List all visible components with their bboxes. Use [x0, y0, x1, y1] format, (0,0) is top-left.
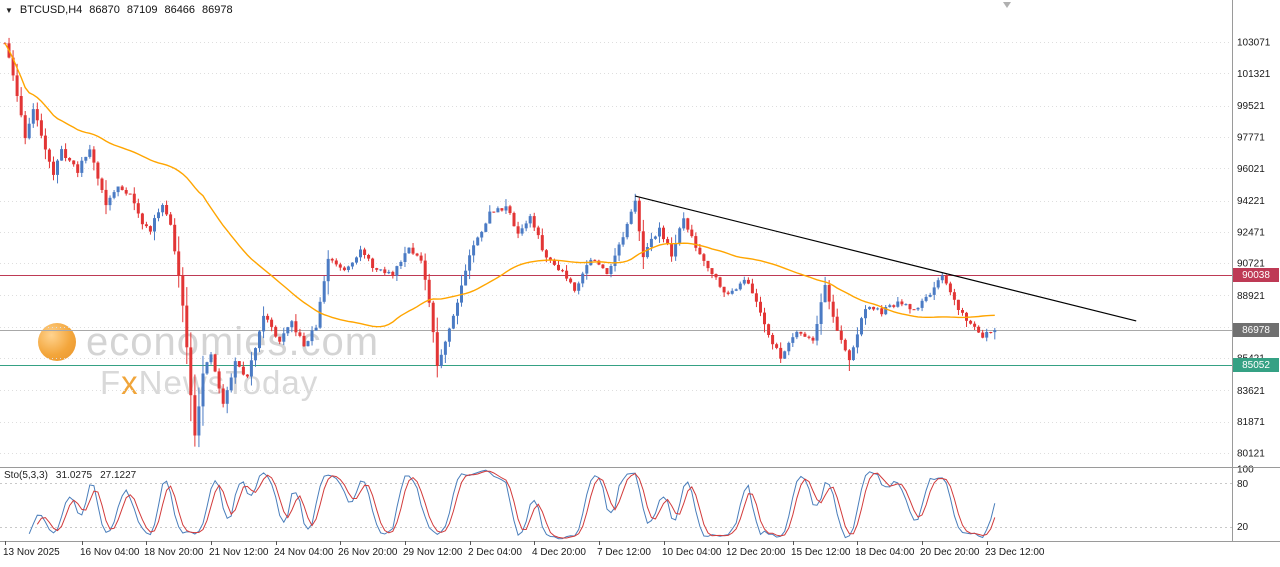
- time-tick-label: 29 Nov 12:00: [403, 547, 463, 558]
- watermark-brand2-f: F: [100, 364, 122, 401]
- moving-average-line[interactable]: [4, 42, 995, 328]
- watermark-row1: economies.com: [38, 322, 379, 362]
- time-tick-label: 12 Dec 20:00: [726, 547, 786, 558]
- price-tick-label: 96021: [1237, 164, 1265, 175]
- ohlc-high: 87109: [126, 4, 158, 16]
- sto-signal-value: 27.1227: [100, 470, 137, 481]
- stochastic-axis: 100 80 20: [0, 465, 1254, 533]
- price-tick-label: 90721: [1237, 259, 1265, 270]
- price-gridlines: [0, 42, 1232, 454]
- trendline[interactable]: [635, 195, 1137, 322]
- watermark-brand2-x: x: [121, 364, 139, 401]
- ohlc-open: 86870: [89, 4, 120, 16]
- price-tick-label: 97771: [1237, 132, 1265, 143]
- ohlc-low: 86466: [164, 4, 196, 16]
- sto-tick-label: 20: [1237, 522, 1249, 533]
- time-tick-label: 7 Dec 12:00: [597, 547, 651, 558]
- ohlc-close: 86978: [202, 4, 233, 16]
- time-tick-label: 26 Nov 20:00: [338, 547, 398, 558]
- price-tick-label: 81871: [1237, 417, 1265, 428]
- one-click-trading-icon[interactable]: ▼: [5, 5, 13, 15]
- stochastic-label: Sto(5,3,3) 31.0275 27.1227: [4, 470, 136, 481]
- price-tick-label: 92471: [1237, 227, 1265, 238]
- price-tick-label: 103071: [1237, 38, 1271, 49]
- current-price-tag: 86978: [1233, 323, 1279, 337]
- time-tick-label: 21 Nov 12:00: [209, 547, 269, 558]
- watermark-brand: economies.com: [86, 320, 380, 364]
- sto-tick-label: 80: [1237, 479, 1249, 490]
- level-lines[interactable]: [0, 275, 1232, 366]
- chart-shift-marker[interactable]: [1003, 2, 1011, 8]
- price-tick-label: 83621: [1237, 386, 1265, 397]
- stochastic-signal-line: [36, 470, 996, 539]
- time-tick-label: 2 Dec 04:00: [468, 547, 522, 558]
- time-tick-label: 13 Nov 2025: [3, 547, 60, 558]
- time-axis: 13 Nov 2025 16 Nov 04:00 18 Nov 20:00 21 No…: [3, 541, 1045, 558]
- sto-main-value: 31.0275: [55, 470, 93, 481]
- price-tick-label: 88921: [1237, 291, 1265, 302]
- economies-logo-icon: [38, 323, 76, 361]
- resistance-price-tag: 90038: [1233, 268, 1279, 282]
- time-tick-label: 23 Dec 12:00: [985, 547, 1045, 558]
- symbol-info-bar: ▼ BTCUSD,H4 86870 87109 86466 86978: [5, 4, 233, 16]
- time-tick-label: 24 Nov 04:00: [274, 547, 334, 558]
- candlesticks: [3, 37, 997, 448]
- time-tick-label: 18 Nov 20:00: [144, 547, 204, 558]
- time-tick-label: 16 Nov 04:00: [80, 547, 140, 558]
- support-price-tag: 85052: [1233, 358, 1279, 372]
- sto-tick-label: 100: [1237, 465, 1254, 476]
- time-tick-label: 4 Dec 20:00: [532, 547, 586, 558]
- price-tick-label: 99521: [1237, 101, 1265, 112]
- sto-title: Sto(5,3,3): [4, 470, 48, 481]
- time-tick-label: 15 Dec 12:00: [791, 547, 851, 558]
- time-tick-label: 10 Dec 04:00: [662, 547, 722, 558]
- stochastic-main-line: [28, 469, 996, 540]
- price-tick-label: 101321: [1237, 69, 1271, 80]
- price-tick-label: 94221: [1237, 196, 1265, 207]
- time-tick-label: 20 Dec 20:00: [920, 547, 980, 558]
- price-axis-labels: 103071 101321 99521 97771 96021 94221 92471 907…: [1237, 38, 1271, 460]
- price-tick-label: 80121: [1237, 449, 1265, 460]
- symbol-timeframe: BTCUSD,H4: [19, 4, 83, 16]
- time-tick-label: 18 Dec 04:00: [855, 547, 915, 558]
